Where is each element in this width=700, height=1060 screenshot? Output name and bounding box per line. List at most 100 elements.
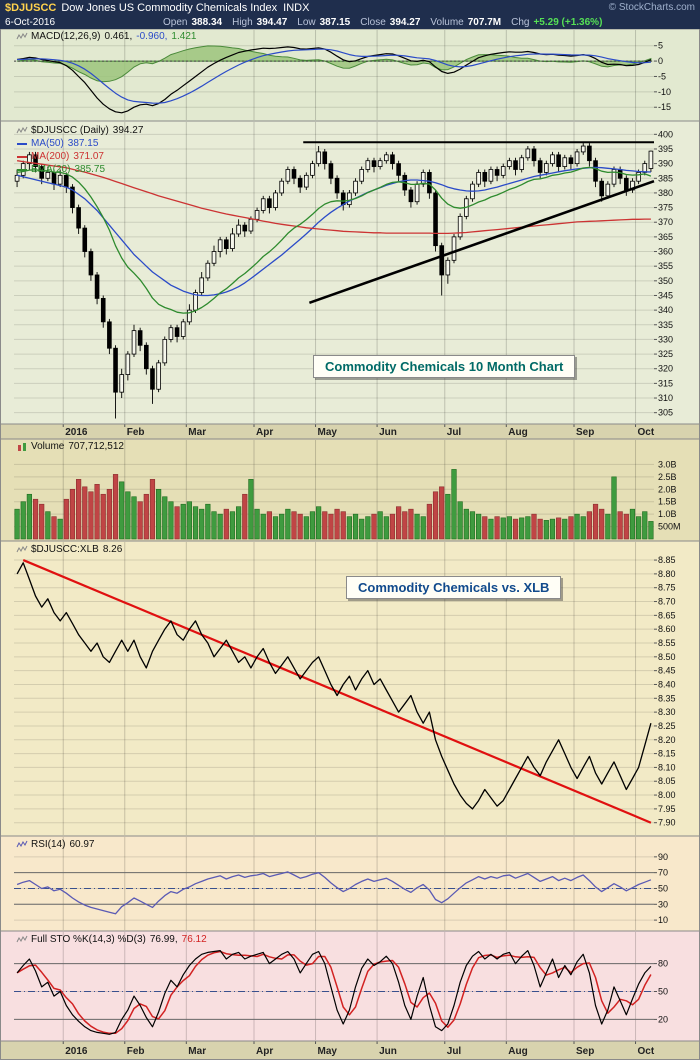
ma200-label: MA(200) xyxy=(31,151,70,162)
close-label: Close xyxy=(360,16,386,28)
y-tick-label: 340 xyxy=(658,305,673,315)
panel-bg-rsi xyxy=(0,836,700,931)
sto-icon xyxy=(16,935,28,943)
ratio-trendline xyxy=(22,559,652,824)
price-annotation-box: Commodity Chemicals 10 Month Chart xyxy=(313,355,576,378)
exchange-label: INDX xyxy=(283,1,310,14)
y-tick-label: 8.10 xyxy=(658,762,676,772)
y-tick-label: 335 xyxy=(658,320,673,330)
quote-bar: 6-Oct-2016 Open 388.34 High 394.47 Low 3… xyxy=(0,15,700,29)
rsi-icon xyxy=(16,840,28,848)
y-tick-label: 8.80 xyxy=(658,569,676,579)
ratio-annotation-box: Commodity Chemicals vs. XLB xyxy=(346,576,562,599)
y-tick-label: 375 xyxy=(658,203,673,213)
sto-d-value: 76.12 xyxy=(181,934,207,945)
chg-label: Chg xyxy=(511,16,530,28)
y-tick-label: 1.0B xyxy=(658,509,677,519)
ma50-label: MA(50) xyxy=(31,138,64,149)
y-tick-label: 8.50 xyxy=(658,652,676,662)
y-tick-label: -10 xyxy=(658,87,671,97)
close-value: 394.27 xyxy=(389,16,421,28)
ma200-value: 371.07 xyxy=(73,151,104,162)
open-label: Open xyxy=(163,16,188,28)
y-tick-label: 385 xyxy=(658,173,673,183)
month-label: 2016 xyxy=(65,427,88,438)
high-label: High xyxy=(232,16,253,28)
y-tick-label: 365 xyxy=(658,232,673,242)
y-tick-label: 3.0B xyxy=(658,459,677,469)
ma50-value: 387.15 xyxy=(67,138,99,149)
month-label: Aug xyxy=(508,427,527,438)
month-label: Jul xyxy=(447,427,462,438)
y-tick-label: 320 xyxy=(658,364,673,374)
y-tick-label: 20 xyxy=(658,1014,668,1024)
ratio-panel-label: $DJUSCC:XLB 8.26 xyxy=(16,544,126,555)
month-label: Apr xyxy=(256,427,273,438)
y-tick-label: 400 xyxy=(658,129,673,139)
month-label: Feb xyxy=(127,427,145,438)
volume-bars xyxy=(14,469,654,540)
y-tick-label: 8.00 xyxy=(658,790,676,800)
y-tick-label: 8.25 xyxy=(658,721,676,731)
y-tick-label: 8.40 xyxy=(658,679,676,689)
low-value: 387.15 xyxy=(319,16,351,28)
month-label: May xyxy=(318,1046,338,1057)
symbol: $DJUSCC xyxy=(5,1,57,14)
y-tick-label: 50 xyxy=(658,883,668,893)
index-title: Dow Jones US Commodity Chemicals Index xyxy=(61,1,278,14)
y-tick-label: 0 xyxy=(658,56,663,66)
month-label: Jul xyxy=(447,1046,462,1057)
ratio-line xyxy=(16,562,652,810)
ma50-legend: MA(50) 387.15 xyxy=(16,138,102,149)
volume-icon xyxy=(18,443,26,451)
y-tick-label: 345 xyxy=(658,290,673,300)
y-tick-label: 350 xyxy=(658,276,673,286)
y-tick-label: 2.0B xyxy=(658,484,677,494)
month-label: Oct xyxy=(638,1046,655,1057)
macd-icon xyxy=(16,32,28,40)
y-tick-label: 8.60 xyxy=(658,624,676,634)
sto-label: Full STO %K(14,3) %D(3) xyxy=(31,934,146,945)
ma200-icon xyxy=(17,156,27,158)
month-label: Sep xyxy=(576,427,594,438)
y-tick-label: 315 xyxy=(658,378,673,388)
rsi-panel-label: RSI(14) 60.97 xyxy=(16,839,98,850)
y-tick-label: -15 xyxy=(658,102,671,112)
ma50-line xyxy=(16,166,651,297)
ema20-value: 385.75 xyxy=(74,164,106,175)
month-label: 2016 xyxy=(65,1046,88,1057)
macd-panel-label: MACD(12,26,9) 0.461, -0.960, 1.421 xyxy=(16,31,200,42)
month-labels: 2016 2016 Feb Feb Mar Mar Apr Apr May May Jun Jun Ju… xyxy=(65,427,655,1057)
y-tick-label: 355 xyxy=(658,261,673,271)
quote-date: 6-Oct-2016 xyxy=(5,16,56,28)
y-tick-label: 8.45 xyxy=(658,666,676,676)
price-value: 394.27 xyxy=(112,125,144,136)
y-tick-label: 30 xyxy=(658,899,668,909)
y-tick-label: 390 xyxy=(658,159,673,169)
ema20-icon xyxy=(17,169,27,171)
y-tick-label: 370 xyxy=(658,217,673,227)
y-tick-label: 8.30 xyxy=(658,707,676,717)
rsi-label: RSI(14) xyxy=(31,839,66,850)
ma200-line xyxy=(17,160,651,235)
price-icon xyxy=(16,126,28,134)
y-tick-label: 7.90 xyxy=(658,818,676,828)
macd-signal-line xyxy=(17,48,651,104)
macd-label: MACD(12,26,9) xyxy=(31,31,101,42)
ratio-icon xyxy=(16,545,28,553)
sto-k-value: 76.99, xyxy=(149,934,178,945)
y-tick-label: 395 xyxy=(658,144,673,154)
y-tick-label: 10 xyxy=(658,915,668,925)
panel-bg-ax1 xyxy=(0,424,700,439)
volume-panel-title: Volume xyxy=(31,441,65,452)
y-tick-label: 50 xyxy=(658,987,668,997)
month-label: Mar xyxy=(188,1046,206,1057)
ratio-label: $DJUSCC:XLB xyxy=(31,544,99,555)
rsi-value: 60.97 xyxy=(69,839,95,850)
y-tick-label: 8.35 xyxy=(658,693,676,703)
month-label: Jun xyxy=(379,427,397,438)
y-tick-label: 1.5B xyxy=(658,497,677,507)
copyright: © StockCharts.com xyxy=(608,2,695,13)
